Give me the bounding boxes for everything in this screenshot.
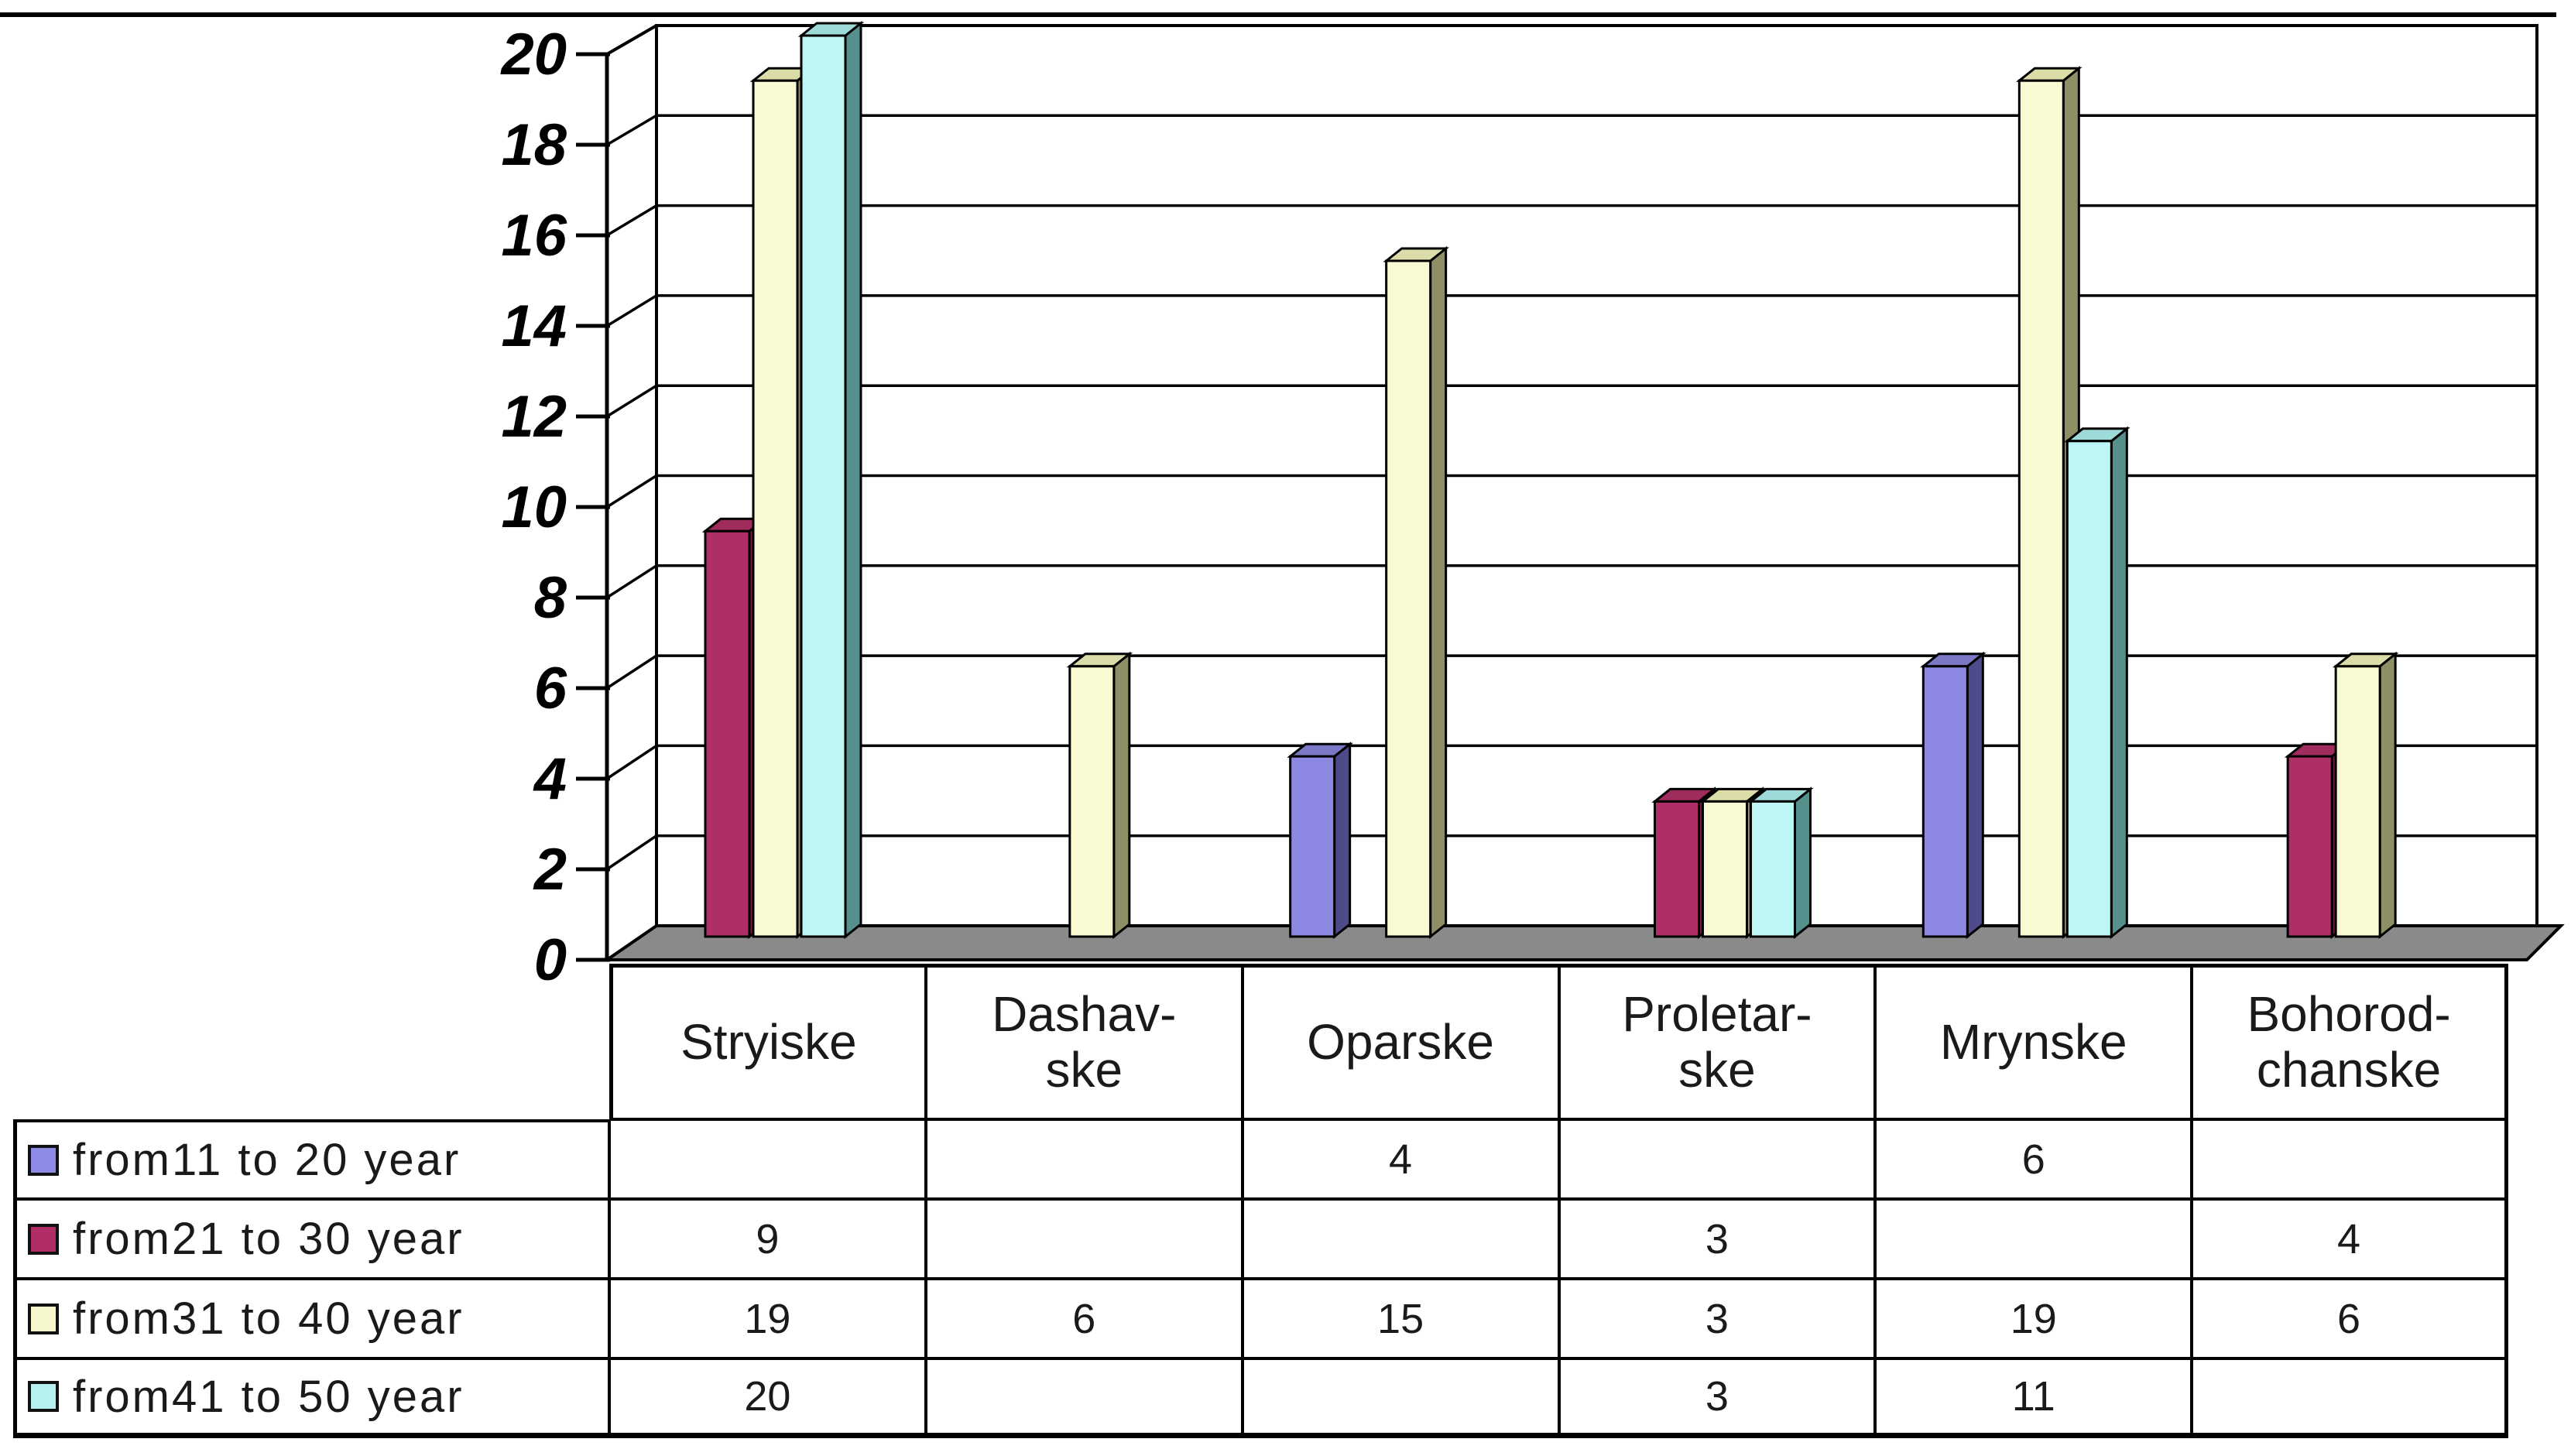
y-axis-label: 12: [501, 384, 567, 450]
bar-mrynske-series1-side: [1966, 651, 1984, 940]
value-cell: 6: [2192, 1279, 2508, 1358]
tick-wall-connector: [606, 834, 657, 871]
tick-wall-connector: [606, 474, 657, 509]
value-cell: [1875, 1199, 2192, 1279]
bar-stryiske-series3: [752, 79, 799, 938]
legend-row-11-20: from11 to 20 year: [13, 1119, 609, 1199]
bar-mrynske-series4-side: [2110, 426, 2128, 940]
table-corner-empty: [13, 964, 609, 1119]
legend-label: from21 to 30 year: [73, 1214, 464, 1264]
bar-bohorodchanske-series3-side: [2378, 651, 2397, 940]
category-header-proletarske: Proletar- ske: [1558, 964, 1876, 1119]
bar-bohorodchanske-series2: [2286, 755, 2333, 938]
bar-oparske-series1: [1289, 755, 1336, 938]
tick-wall-connector: [606, 564, 657, 599]
tick-wall-connector: [606, 294, 657, 327]
legend-swatch-icon: [28, 1381, 59, 1412]
y-axis-label: 2: [533, 837, 567, 903]
bar-mrynske-series3: [2017, 79, 2065, 938]
tick-wall-connector: [606, 924, 657, 961]
value-cell: [1558, 1119, 1876, 1199]
y-axis-label: 10: [501, 474, 567, 540]
value-cell: [1242, 1358, 1559, 1438]
chart-floor: [602, 924, 2565, 961]
legend-row-41-50: from41 to 50 year: [13, 1358, 609, 1438]
legend-label: from41 to 50 year: [73, 1371, 464, 1422]
data-table: Stryiske Dashav- ske Oparske Proletar- s…: [13, 964, 2508, 1438]
value-cell: [609, 1119, 926, 1199]
bar-stryiske-series2: [704, 529, 751, 938]
bar-proletarske-series4-side: [1793, 786, 1812, 940]
category-header-bohorodchanske: Bohorod- chanske: [2192, 964, 2508, 1119]
category-header-mrynske: Mrynske: [1875, 964, 2192, 1119]
bar-oparske-series3-side: [1429, 245, 1448, 940]
value-cell: 3: [1558, 1279, 1876, 1358]
bar-proletarske-series3: [1701, 800, 1748, 938]
value-cell: 3: [1558, 1199, 1876, 1279]
value-cell: 19: [609, 1279, 926, 1358]
legend-label: from31 to 40 year: [73, 1293, 464, 1344]
y-axis-label: 14: [501, 293, 567, 359]
tick-wall-connector: [606, 654, 657, 690]
value-cell: 4: [2192, 1199, 2508, 1279]
y-axis-label: 16: [501, 203, 567, 269]
legend-swatch-icon: [28, 1223, 59, 1255]
top-border-rule: [0, 12, 2556, 17]
value-cell: 6: [1875, 1119, 2192, 1199]
tick-wall-connector: [606, 384, 657, 418]
legend-label: from11 to 20 year: [73, 1135, 461, 1185]
value-cell: 6: [925, 1279, 1243, 1358]
tick-wall-connector: [606, 744, 657, 780]
bar-bohorodchanske-series3: [2334, 665, 2381, 938]
legend-swatch-icon: [28, 1303, 59, 1334]
bar-proletarske-series4: [1749, 800, 1796, 938]
bar-proletarske-series2: [1653, 800, 1700, 938]
value-cell: [2192, 1358, 2508, 1438]
bar-dashavske-series3: [1068, 665, 1116, 938]
category-header-stryiske: Stryiske: [609, 964, 926, 1119]
y-axis-label: 6: [534, 656, 567, 721]
value-cell: [2192, 1119, 2508, 1199]
value-cell: 20: [609, 1358, 926, 1438]
category-header-dashavske: Dashav- ske: [925, 964, 1243, 1119]
value-cell: 11: [1875, 1358, 2192, 1438]
legend-row-21-30: from21 to 30 year: [13, 1199, 609, 1279]
legend-swatch-icon: [28, 1144, 59, 1176]
y-axis-label: 8: [534, 565, 567, 631]
y-axis-label: 18: [501, 112, 567, 178]
bar-dashavske-series3-side: [1112, 651, 1131, 940]
value-cell: 9: [609, 1199, 926, 1279]
value-cell: 3: [1558, 1358, 1876, 1438]
value-cell: 19: [1875, 1279, 2192, 1358]
bar-mrynske-series4: [2065, 440, 2113, 938]
value-cell: 4: [1242, 1119, 1559, 1199]
tick-wall-connector: [606, 114, 657, 146]
bar-stryiske-series4-side: [844, 20, 862, 940]
bar-mrynske-series1: [1921, 665, 1969, 938]
bar-stryiske-series4: [800, 34, 847, 938]
value-cell: [925, 1119, 1243, 1199]
legend-row-31-40: from31 to 40 year: [13, 1279, 609, 1358]
y-axis-label: 0: [534, 927, 567, 993]
category-header-oparske: Oparske: [1242, 964, 1559, 1119]
tick-wall-connector: [606, 24, 657, 56]
bar-oparske-series3: [1385, 259, 1432, 938]
value-cell: [925, 1199, 1243, 1279]
value-cell: [1242, 1199, 1559, 1279]
y-axis-label: 20: [499, 22, 567, 87]
value-cell: [925, 1358, 1243, 1438]
value-cell: 15: [1242, 1279, 1559, 1358]
y-axis-label: 4: [533, 746, 567, 812]
tick-wall-connector: [606, 204, 657, 237]
bar-oparske-series1-side: [1333, 742, 1352, 940]
